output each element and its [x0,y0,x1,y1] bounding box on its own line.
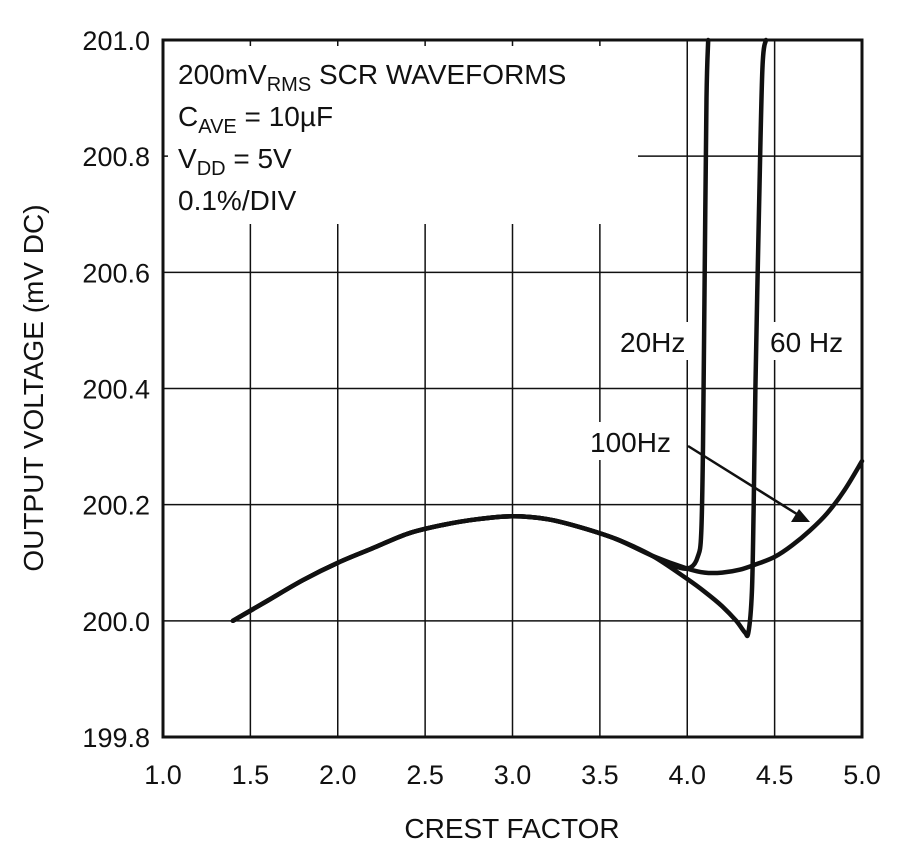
y-axis-ticks: 199.8 200.0 200.2 200.4 200.6 200.8 201.0 [82,26,150,753]
annotation-line-1-rest: SCR WAVEFORMS [311,59,566,90]
annotation-line-3-main: V [178,143,197,174]
y-tick-label: 201.0 [82,26,150,56]
annotation-line-1-main: 200mV [178,59,267,90]
y-axis-title: OUTPUT VOLTAGE (mV DC) [18,204,49,571]
x-tick-label: 1.0 [144,760,182,790]
annotation-line-3: VDD = 5V [178,143,292,180]
label-bg-60hz [766,322,854,360]
annotation-line-1: 200mVRMS SCR WAVEFORMS [178,59,566,96]
x-tick-label: 3.5 [581,760,619,790]
leader-line-100hz [687,444,801,518]
y-tick-label: 199.8 [82,723,150,753]
annotation-line-2-sub: AVE [198,116,237,138]
label-bg-20hz [614,322,696,360]
series-label-20hz: 20Hz [620,327,685,358]
x-tick-label: 5.0 [843,760,881,790]
annotation-line-3-sub: DD [197,158,226,180]
x-tick-label: 4.5 [756,760,794,790]
x-tick-label: 3.0 [494,760,532,790]
annotation-line-2-rest: = 10µF [237,101,333,132]
leader-arrowhead-100hz [791,509,810,522]
series-line-100hz [230,458,865,624]
x-tick-label: 4.0 [668,760,706,790]
x-axis-title: CREST FACTOR [404,813,619,844]
series-label-60hz: 60 Hz [770,327,843,358]
annotation-line-4: 0.1%/DIV [178,185,297,216]
y-tick-label: 200.8 [82,142,150,172]
y-tick-label: 200.6 [82,258,150,288]
annotation-line-2: CAVE = 10µF [178,101,333,138]
series-group [230,37,865,639]
y-tick-label: 200.4 [82,375,150,405]
y-tick-label: 200.2 [82,491,150,521]
annotation-line-3-rest: = 5V [226,143,292,174]
x-tick-label: 2.5 [406,760,444,790]
annotation-background [168,46,638,224]
annotation-line-1-sub: RMS [267,74,311,96]
x-axis-ticks: 1.0 1.5 2.0 2.5 3.0 3.5 4.0 4.5 5.0 [144,760,881,790]
x-tick-label: 1.5 [232,760,270,790]
annotation-line-2-main: C [178,101,198,132]
series-label-100hz: 100Hz [590,427,671,458]
x-tick-label: 2.0 [319,760,357,790]
plot-frame [161,38,864,739]
y-tick-label: 200.0 [82,607,150,637]
label-bg-100hz [587,422,683,460]
